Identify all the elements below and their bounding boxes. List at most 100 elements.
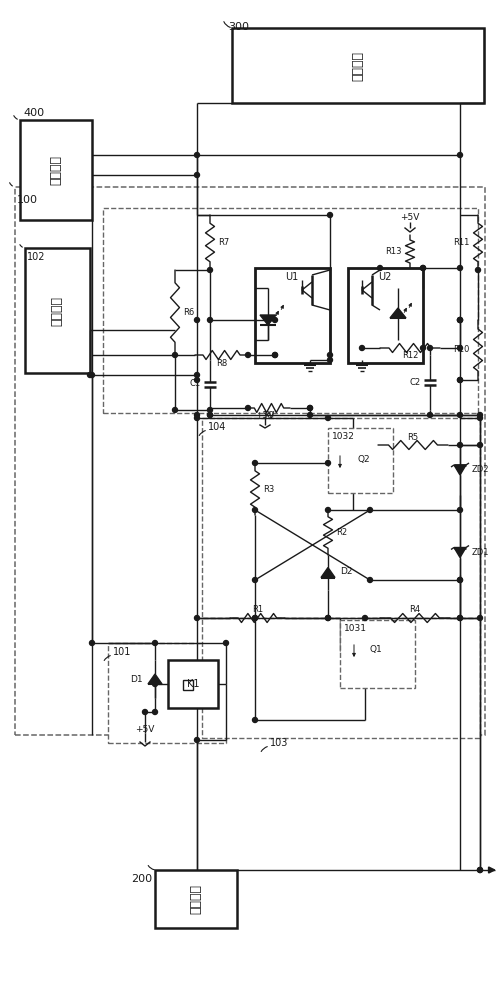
Circle shape: [253, 460, 258, 466]
Circle shape: [457, 318, 462, 322]
Circle shape: [457, 346, 462, 351]
Polygon shape: [454, 548, 466, 558]
Text: 1031: 1031: [344, 624, 367, 633]
Polygon shape: [148, 674, 162, 684]
Circle shape: [457, 152, 462, 157]
Circle shape: [326, 615, 331, 620]
Text: 微处理器: 微处理器: [51, 296, 64, 326]
Text: R9: R9: [264, 412, 275, 420]
Text: R2: R2: [336, 528, 347, 537]
Bar: [168, 660, 218, 708]
Text: +5V: +5V: [256, 410, 275, 420]
Circle shape: [457, 615, 462, 620]
Text: D2: D2: [340, 568, 353, 576]
Circle shape: [207, 267, 212, 272]
Bar: [348, 268, 423, 363]
Circle shape: [457, 442, 462, 448]
Circle shape: [457, 377, 462, 382]
Text: K1: K1: [187, 679, 199, 689]
Circle shape: [420, 265, 425, 270]
Bar: [20, 120, 92, 220]
Circle shape: [457, 318, 462, 322]
Bar: [155, 870, 237, 928]
Text: ZD2: ZD2: [472, 466, 489, 475]
Text: Q1: Q1: [370, 645, 383, 654]
Circle shape: [477, 416, 482, 420]
Bar: [25, 248, 90, 373]
Circle shape: [457, 318, 462, 322]
Text: R8: R8: [216, 359, 227, 367]
Polygon shape: [390, 308, 406, 318]
Circle shape: [326, 615, 331, 620]
Text: R4: R4: [409, 605, 420, 614]
Bar: [202, 418, 480, 618]
Text: Q2: Q2: [358, 455, 371, 464]
Text: U1: U1: [286, 272, 299, 282]
Text: 300: 300: [228, 22, 249, 32]
Circle shape: [477, 442, 482, 448]
Text: 测试电路: 测试电路: [50, 155, 63, 185]
Text: R12: R12: [402, 352, 418, 360]
Circle shape: [253, 615, 258, 620]
Text: R6: R6: [183, 308, 194, 317]
Circle shape: [457, 377, 462, 382]
Text: 200: 200: [131, 874, 152, 884]
Circle shape: [88, 372, 93, 377]
Text: U2: U2: [378, 272, 392, 282]
Circle shape: [245, 406, 250, 410]
Circle shape: [368, 578, 373, 582]
Circle shape: [457, 412, 462, 418]
Circle shape: [90, 641, 95, 646]
Circle shape: [457, 508, 462, 512]
Polygon shape: [321, 568, 335, 578]
Text: 103: 103: [270, 738, 289, 748]
Text: 100: 100: [17, 195, 38, 205]
Circle shape: [207, 318, 212, 322]
Text: 104: 104: [208, 422, 226, 432]
Text: +5V: +5V: [135, 726, 155, 734]
Circle shape: [253, 578, 258, 582]
Circle shape: [152, 641, 157, 646]
Circle shape: [308, 406, 313, 410]
Circle shape: [477, 867, 482, 872]
Polygon shape: [454, 465, 466, 475]
Circle shape: [427, 412, 432, 418]
Circle shape: [194, 152, 199, 157]
Bar: [340, 620, 415, 688]
Bar: [108, 643, 226, 743]
Text: +5V: +5V: [400, 214, 420, 223]
Circle shape: [253, 718, 258, 722]
Circle shape: [194, 412, 199, 418]
Circle shape: [457, 265, 462, 270]
Circle shape: [152, 682, 157, 686]
Circle shape: [253, 615, 258, 620]
Circle shape: [457, 615, 462, 620]
Circle shape: [207, 408, 212, 412]
Text: R5: R5: [407, 432, 418, 442]
Circle shape: [326, 460, 331, 466]
Text: R13: R13: [385, 247, 402, 256]
Circle shape: [142, 710, 147, 714]
Circle shape: [194, 172, 199, 178]
Text: 直流电源: 直流电源: [189, 884, 202, 914]
Circle shape: [477, 615, 482, 620]
Circle shape: [457, 578, 462, 582]
Circle shape: [326, 416, 331, 420]
Circle shape: [152, 710, 157, 714]
Circle shape: [360, 346, 365, 351]
Circle shape: [427, 346, 432, 351]
Circle shape: [420, 265, 425, 270]
Circle shape: [328, 353, 333, 358]
Circle shape: [194, 738, 199, 742]
Circle shape: [308, 406, 313, 410]
Circle shape: [308, 412, 313, 418]
Bar: [103, 208, 478, 413]
Circle shape: [245, 353, 250, 358]
Circle shape: [194, 372, 199, 377]
Bar: [232, 28, 484, 103]
Text: R1: R1: [252, 605, 263, 614]
Bar: [183, 680, 193, 690]
Circle shape: [475, 267, 480, 272]
Text: R10: R10: [453, 346, 470, 355]
Text: C1: C1: [190, 379, 201, 388]
